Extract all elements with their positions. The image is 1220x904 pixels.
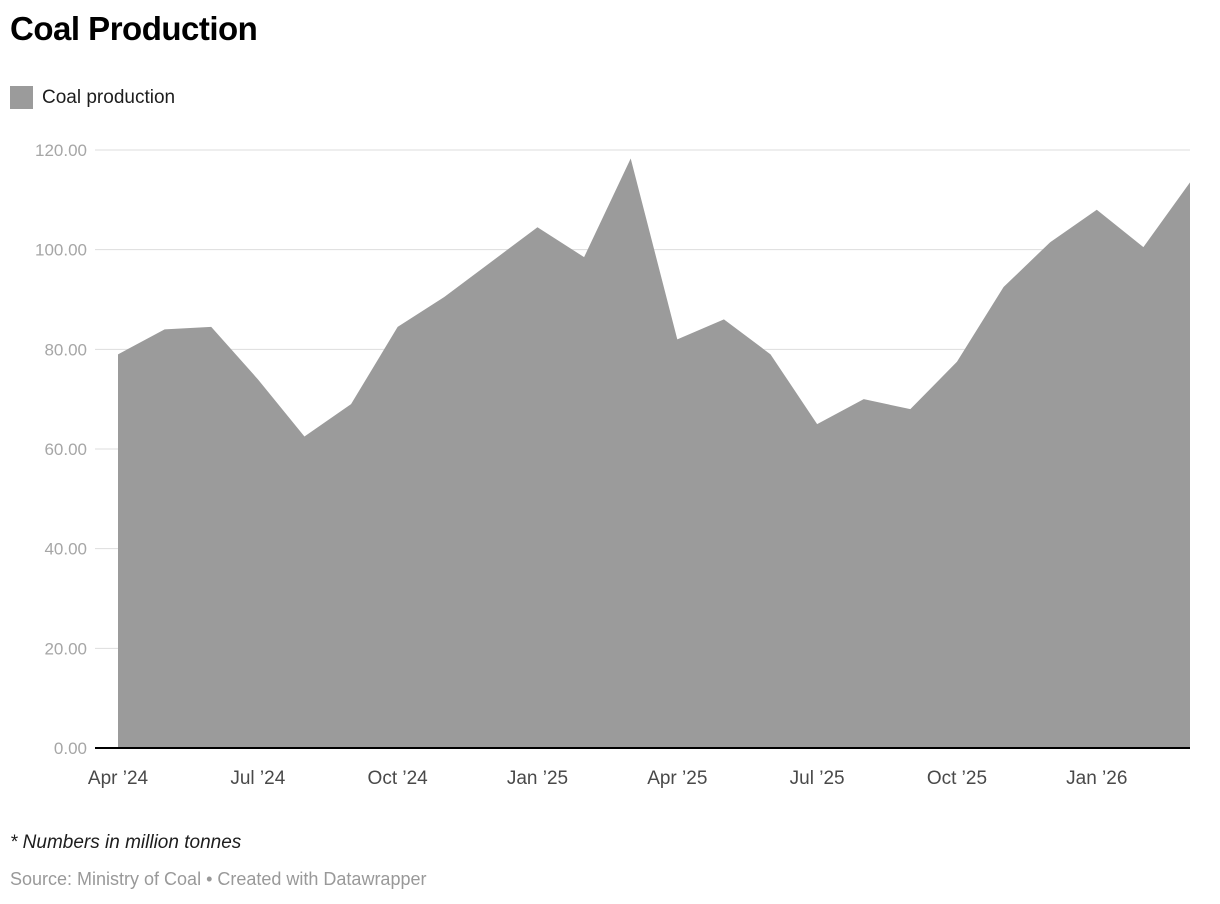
area-series-coal-production <box>118 158 1190 748</box>
x-axis-tick-label: Jul ’25 <box>790 768 845 789</box>
x-axis-tick-label: Jan ’25 <box>507 768 568 789</box>
legend: Coal production <box>10 86 175 109</box>
y-axis-tick-label: 120.00 <box>35 141 87 160</box>
y-axis-tick-label: 40.00 <box>44 540 87 559</box>
source-line: Source: Ministry of Coal • Created with … <box>10 869 427 889</box>
y-axis-tick-label: 0.00 <box>54 739 87 758</box>
y-axis-tick-label: 60.00 <box>44 440 87 459</box>
x-axis-tick-label: Apr ’24 <box>88 768 149 789</box>
x-axis-tick-label: Oct ’24 <box>368 768 429 789</box>
y-axis-tick-label: 80.00 <box>44 340 87 359</box>
y-axis-tick-label: 20.00 <box>44 639 87 658</box>
x-axis-tick-label: Jan ’26 <box>1066 768 1127 789</box>
legend-label: Coal production <box>42 86 176 108</box>
x-axis-tick-label: Jul ’24 <box>230 768 285 789</box>
y-axis-tick-label: 100.00 <box>35 241 87 260</box>
x-axis-tick-label: Oct ’25 <box>927 768 987 789</box>
legend-swatch <box>10 86 33 109</box>
chart-title: Coal Production <box>10 10 258 47</box>
x-axis-tick-label: Apr ’25 <box>647 768 707 789</box>
footnote: * Numbers in million tonnes <box>10 832 242 853</box>
